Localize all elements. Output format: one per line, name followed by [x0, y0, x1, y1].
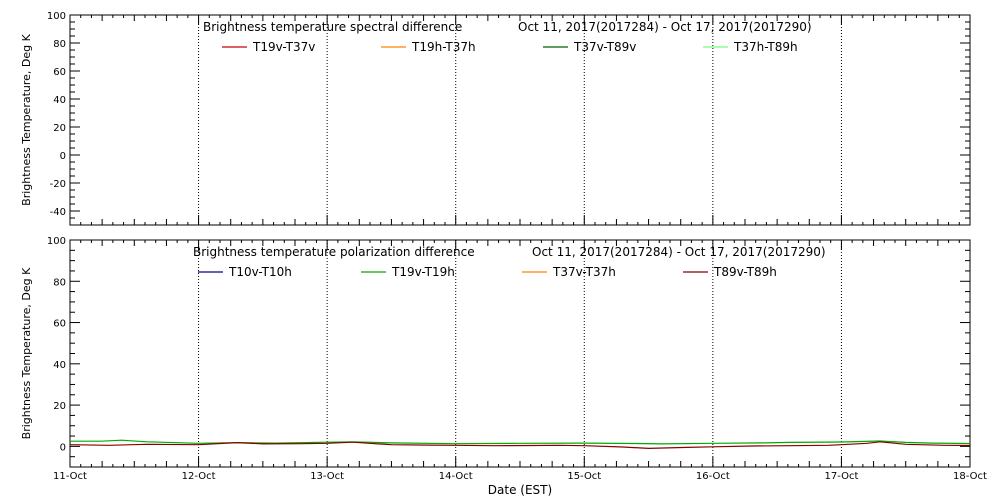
y-tick-label: 80: [53, 277, 66, 288]
legend-label: T37v-T89v: [573, 40, 636, 54]
legend-label: T19h-T37h: [411, 40, 476, 54]
legend-label: T37v-T37h: [552, 265, 616, 279]
x-tick-label: 11-Oct: [53, 471, 87, 482]
y-tick-label: 80: [53, 39, 66, 50]
legend-label: T89v-T89h: [713, 265, 777, 279]
panel-1: -40 -20 0 20 40 60 80 100 Brightness Temperature…: [20, 11, 971, 226]
x-axis-label: Date (EST): [488, 483, 552, 497]
x-tick-label: 12-Oct: [182, 471, 216, 482]
legend-label: T37h-T89h: [733, 40, 798, 54]
plot-frame: [69, 14, 971, 226]
y-tick-label: 0: [60, 442, 66, 453]
x-tick-label: 13-Oct: [310, 471, 344, 482]
plot-frame: [69, 239, 971, 468]
legend-label: T19v-T37v: [252, 40, 315, 54]
x-tick-label: 18-Oct: [953, 471, 987, 482]
y-tick-label: -20: [50, 179, 66, 190]
y-axis-label: Brightness Temperature, Deg K: [20, 267, 33, 439]
x-tick-label: 15-Oct: [567, 471, 601, 482]
series-line: [70, 439, 971, 445]
y-tick-label: 40: [53, 95, 66, 106]
legend-label: T19v-T19h: [391, 265, 455, 279]
y-tick-label: 100: [47, 11, 66, 22]
y-tick-label: 100: [47, 236, 66, 247]
chart-date-range: Oct 11, 2017(2017284) - Oct 17, 2017(201…: [518, 20, 812, 34]
legend-label: T10v-T10h: [228, 265, 292, 279]
y-tick-label: 20: [53, 123, 66, 134]
y-tick-label: 40: [53, 360, 66, 371]
y-tick-label: 0: [60, 151, 66, 162]
chart-date-range: Oct 11, 2017(2017284) - Oct 17, 2017(201…: [532, 245, 826, 259]
chart-title: Brightness temperature spectral differen…: [203, 20, 462, 34]
x-tick-label: 14-Oct: [439, 471, 473, 482]
panel-2: 0 20 40 60 80 100 11-Oct 12-Oct 13-Oct 14-Oct 15-O…: [20, 236, 987, 497]
chart-title: Brightness temperature polarization diff…: [193, 245, 475, 259]
y-axis-label: Brightness Temperature, Deg K: [20, 33, 33, 205]
y-tick-label: -40: [50, 207, 66, 218]
x-tick-label: 17-Oct: [824, 471, 858, 482]
series-line: [69, 441, 971, 450]
y-tick-label: 20: [53, 401, 66, 412]
x-tick-label: 16-Oct: [696, 471, 730, 482]
y-tick-label: 60: [53, 67, 66, 78]
y-tick-label: 60: [53, 319, 66, 330]
